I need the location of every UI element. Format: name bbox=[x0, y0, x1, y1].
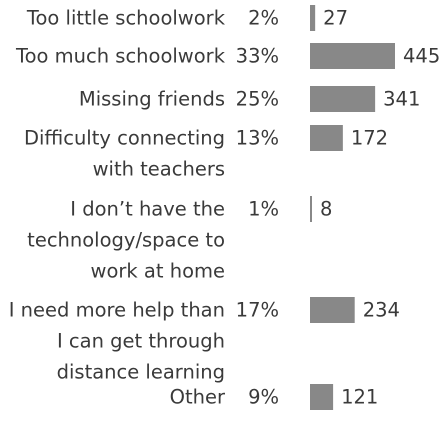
bar bbox=[310, 86, 376, 112]
chart-row: Other 9% 121 bbox=[170, 384, 378, 410]
chart-row: I don’t have the technology/space to work … bbox=[27, 196, 332, 283]
percent-label: 13% bbox=[236, 127, 279, 150]
category-label: distance learning bbox=[57, 361, 225, 384]
bar bbox=[310, 297, 355, 323]
bar bbox=[310, 125, 343, 151]
category-label: I need more help than bbox=[9, 299, 225, 322]
value-label: 121 bbox=[341, 386, 378, 409]
category-label: Missing friends bbox=[79, 88, 225, 111]
category-label: Difficulty connecting bbox=[24, 127, 225, 150]
category-label: I can get through bbox=[57, 330, 225, 353]
percent-label: 17% bbox=[236, 299, 279, 322]
category-label: work at home bbox=[91, 260, 225, 283]
category-label: technology/space to bbox=[27, 229, 225, 252]
category-label: Too little schoolwork bbox=[26, 7, 226, 30]
value-label: 8 bbox=[320, 198, 332, 221]
category-label: I don’t have the bbox=[70, 198, 225, 221]
chart-row: Missing friends 25% 341 bbox=[79, 86, 420, 112]
category-label: Too much schoolwork bbox=[15, 45, 226, 68]
category-label: with teachers bbox=[93, 158, 225, 181]
chart-row: Too little schoolwork 2% 27 bbox=[26, 5, 348, 31]
value-label: 234 bbox=[363, 299, 400, 322]
value-label: 27 bbox=[323, 7, 348, 30]
chart-row: Difficulty connecting with teachers 13% 172 bbox=[24, 125, 388, 181]
bar bbox=[310, 384, 334, 410]
chart-row: Too much schoolwork 33% 445 bbox=[15, 43, 440, 69]
percent-label: 9% bbox=[248, 386, 279, 409]
percent-label: 33% bbox=[236, 45, 279, 68]
bar bbox=[310, 196, 312, 222]
bar bbox=[310, 43, 395, 69]
bar bbox=[310, 5, 316, 31]
category-label: Other bbox=[170, 386, 226, 409]
value-label: 445 bbox=[403, 45, 440, 68]
percent-label: 2% bbox=[248, 7, 279, 30]
value-label: 172 bbox=[351, 127, 388, 150]
percent-label: 1% bbox=[248, 198, 279, 221]
chart-row: I need more help than I can get through di… bbox=[9, 297, 400, 384]
value-label: 341 bbox=[383, 88, 420, 111]
percent-label: 25% bbox=[236, 88, 279, 111]
